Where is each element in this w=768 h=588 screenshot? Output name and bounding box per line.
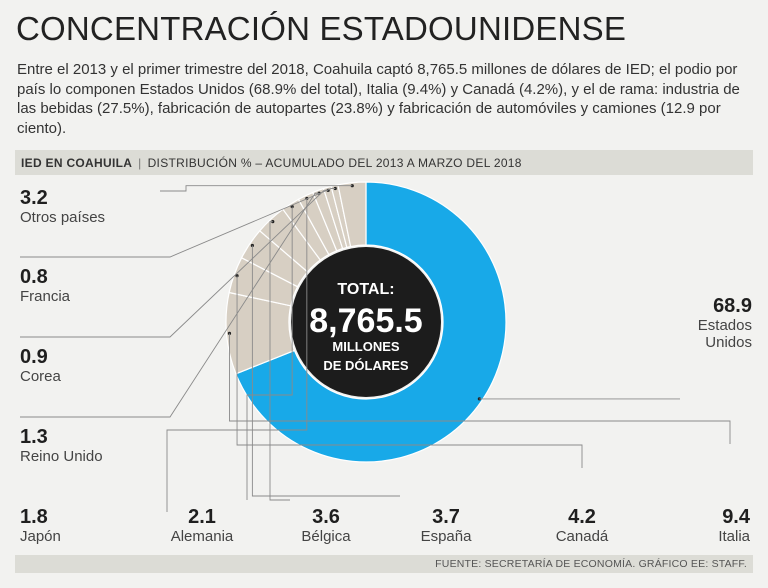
category-label-reino-unido: Reino Unido (20, 448, 103, 465)
center-total-line4: DE DÓLARES (323, 358, 409, 373)
chart-header-bar: IED EN COAHUILA | DISTRIBUCIÓN % – ACUMU… (15, 150, 753, 175)
category-label-belgica: Bélgica (301, 528, 351, 545)
center-total-line3: MILLONES (332, 339, 399, 354)
category-label-espana: España (421, 528, 473, 545)
value-label-espana: 3.7 (432, 506, 460, 528)
value-label-francia: 0.8 (20, 266, 48, 288)
value-label-corea: 0.9 (20, 346, 48, 368)
value-label-reino-unido: 1.3 (20, 426, 48, 448)
center-total-line2: 8,765.5 (309, 302, 422, 340)
slice-estados-unidos (235, 181, 507, 463)
leader-line-reino-unido (20, 192, 320, 418)
category-label-alemania: Alemania (171, 528, 234, 545)
chart-title: IED EN COAHUILA (21, 155, 133, 170)
category-label-francia: Francia (20, 288, 71, 305)
value-label-belgica: 3.6 (312, 506, 340, 528)
value-label-japon: 1.8 (20, 506, 48, 528)
leader-line-espana (251, 245, 400, 497)
chart-subtitle: DISTRIBUCIÓN % – ACUMULADO DEL 2013 A MA… (147, 155, 522, 170)
value-label-alemania: 2.1 (188, 506, 216, 528)
leader-line-japon (166, 198, 308, 512)
leader-line-otros-paises (160, 185, 353, 192)
category-label-estados-unidos-1: Estados (698, 317, 752, 334)
value-label-canada: 4.2 (568, 506, 596, 528)
category-label-estados-unidos-2: Unidos (705, 334, 752, 351)
source-text: FUENTE: SECRETARÍA DE ECONOMÍA. GRÁFICO … (435, 558, 747, 570)
category-label-corea: Corea (20, 368, 62, 385)
source-footer: FUENTE: SECRETARÍA DE ECONOMÍA. GRÁFICO … (15, 555, 753, 573)
page-title: CONCENTRACIÓN ESTADOUNIDENSE (16, 10, 627, 47)
value-label-estados-unidos: 68.9 (713, 295, 752, 317)
leader-lines (20, 184, 731, 512)
category-label-otros-paises: Otros países (20, 209, 105, 226)
value-label-otros-paises: 3.2 (20, 187, 48, 209)
slice-otros-paises (337, 181, 367, 248)
leader-line-francia (20, 188, 336, 258)
category-label-italia: Italia (718, 528, 750, 545)
leader-dot-espana (250, 243, 254, 248)
value-label-italia: 9.4 (722, 506, 751, 528)
category-label-japon: Japón (20, 528, 61, 545)
category-label-canada: Canadá (556, 528, 609, 545)
center-circle (291, 247, 441, 397)
donut-slices (225, 181, 507, 463)
leader-line-canada (236, 275, 583, 468)
leader-line-belgica (269, 221, 290, 501)
intro-paragraph: Entre el 2013 y el primer trimestre del … (17, 61, 740, 137)
leader-line-alemania (246, 206, 293, 500)
center-total-line1: TOTAL: (337, 281, 394, 298)
leader-line-italia (229, 333, 731, 444)
chart-header-divider: | (138, 155, 142, 170)
